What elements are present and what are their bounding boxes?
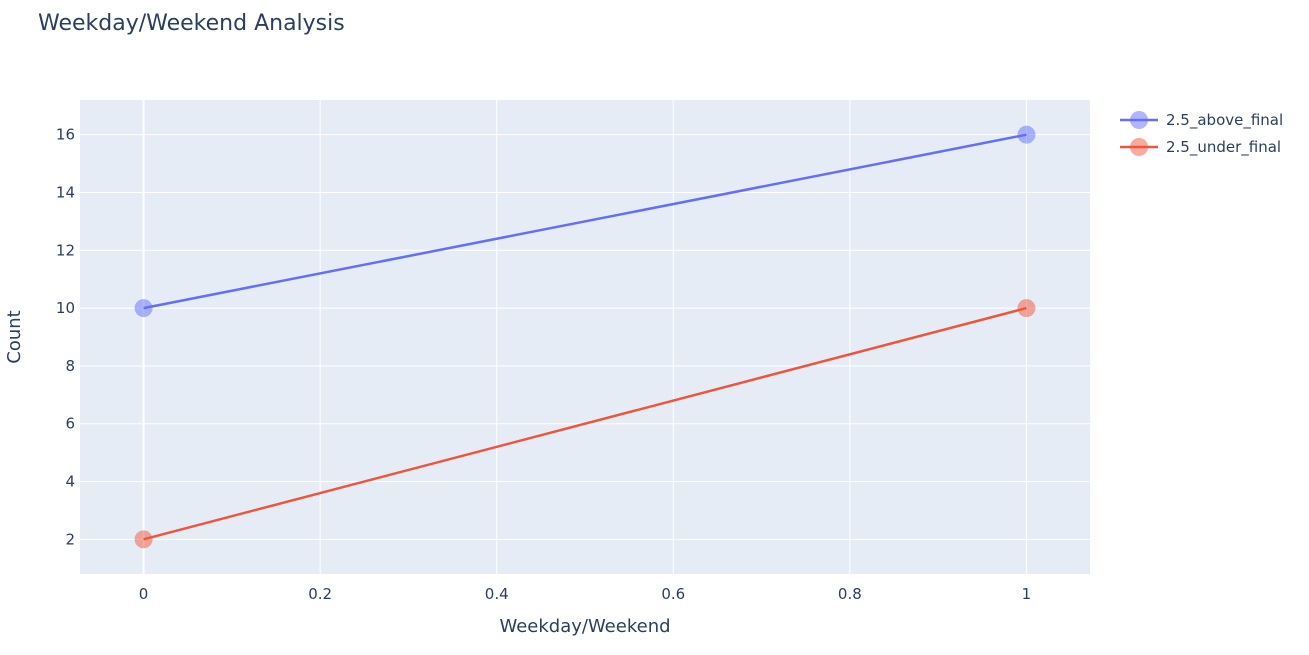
x-tick-label: 1	[1022, 585, 1032, 603]
x-axis-title: Weekday/Weekend	[499, 616, 670, 637]
legend-label: 2.5_under_final	[1166, 138, 1281, 157]
y-tick-label: 4	[65, 473, 75, 491]
plot-area	[80, 100, 1090, 574]
y-tick-label: 6	[65, 415, 75, 433]
x-tick-label: 0.8	[838, 585, 862, 603]
y-tick-label: 10	[56, 299, 75, 317]
y-tick-label: 14	[56, 183, 75, 201]
data-point-2.5_above_final[interactable]	[1017, 126, 1035, 144]
y-axis-title: Count	[4, 310, 25, 363]
legend-item[interactable]: 2.5_under_final	[1120, 138, 1281, 157]
chart-title: Weekday/Weekend Analysis	[38, 11, 345, 36]
x-tick-label: 0	[139, 585, 149, 603]
data-point-2.5_above_final[interactable]	[135, 299, 153, 317]
y-tick-label: 8	[65, 357, 75, 375]
x-tick-label: 0.4	[485, 585, 509, 603]
legend-label: 2.5_above_final	[1166, 111, 1283, 130]
legend[interactable]: 2.5_above_final 2.5_under_final	[1120, 111, 1283, 157]
legend-item[interactable]: 2.5_above_final	[1120, 111, 1283, 130]
y-tick-label: 16	[56, 126, 75, 144]
x-tick-label: 0.6	[661, 585, 685, 603]
legend-marker-swatch	[1130, 138, 1148, 156]
legend-marker-swatch	[1130, 111, 1148, 129]
y-tick-label: 12	[56, 241, 75, 259]
data-point-2.5_under_final[interactable]	[135, 530, 153, 548]
data-point-2.5_under_final[interactable]	[1017, 299, 1035, 317]
y-tick-label: 2	[65, 530, 75, 548]
y-axis-ticks: 2 4 6 8 10 12 14 16	[56, 126, 75, 549]
x-axis-ticks: 0 0.2 0.4 0.6 0.8 1	[139, 585, 1031, 603]
x-tick-label: 0.2	[308, 585, 332, 603]
